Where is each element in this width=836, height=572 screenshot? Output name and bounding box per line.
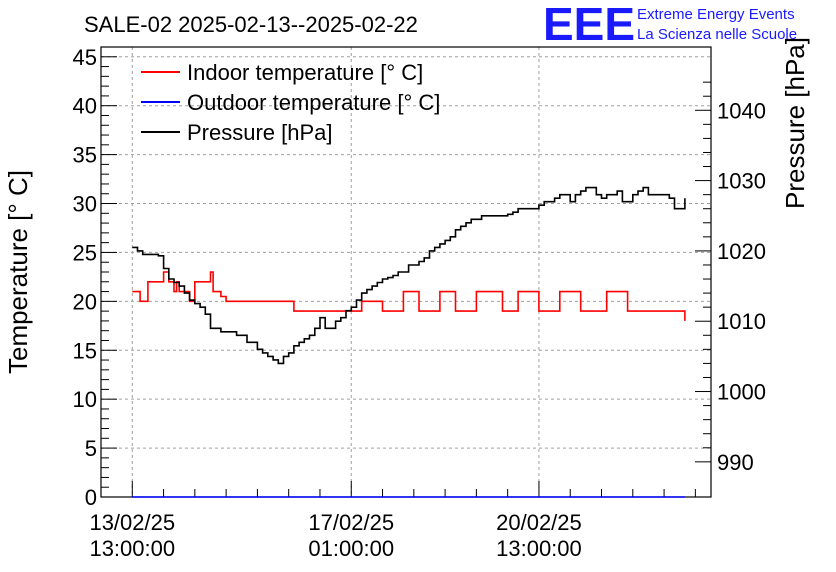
series-pressure [132,186,686,365]
legend-label-indoor: Indoor temperature [° C] [187,60,423,85]
series-indoor-temperature [132,271,686,321]
y-tick-label-left: 5 [85,436,97,461]
y-tick-label-left: 30 [73,192,97,217]
branding: EEE Extreme Energy Events La Scienza nel… [543,0,797,50]
x-axis: 13/02/2513:00:0017/02/2501:00:0020/02/25… [89,481,696,561]
series-layer [132,186,686,498]
y-tick-label-left: 45 [73,45,97,70]
left-axis: 0 5 10 15 20 25 30 35 40 45 [73,45,117,510]
legend-label-pressure: Pressure [hPa] [187,120,333,145]
x-tick-label-date: 20/02/25 [496,510,582,535]
brand-line-2: La Scienza nelle Scuole [637,26,797,43]
y-tick-label-left: 0 [85,485,97,510]
eee-logo: EEE [543,0,635,50]
x-tick-label-time: 13:00:00 [89,536,175,561]
right-axis: 990 1000 1010 1020 1030 1040 [695,81,766,475]
legend-label-outdoor: Outdoor temperature [° C] [187,90,440,115]
y-tick-label-left: 40 [73,94,97,119]
y-tick-label-left: 20 [73,289,97,314]
chart-title: SALE-02 2025-02-13--2025-02-22 [84,12,418,37]
y-tick-label-right: 1040 [717,98,766,123]
y-tick-label-right: 1030 [717,169,766,194]
brand-line-1: Extreme Energy Events [637,6,795,23]
y-tick-label-left: 15 [73,338,97,363]
y-tick-label-left: 35 [73,143,97,168]
x-tick-label-date: 13/02/25 [89,510,175,535]
grid [101,47,711,497]
y-tick-label-left: 25 [73,240,97,265]
x-tick-label-date: 17/02/25 [308,510,394,535]
y-axis-label-right: Pressure [hPa] [780,37,810,209]
y-axis-label-left: Temperature [° C] [3,170,33,374]
y-tick-label-left: 10 [73,387,97,412]
x-tick-label-time: 13:00:00 [496,536,582,561]
y-tick-label-right: 1000 [717,380,766,405]
y-tick-label-right: 1020 [717,239,766,264]
x-tick-label-time: 01:00:00 [308,536,394,561]
y-tick-label-right: 990 [717,450,754,475]
y-tick-label-right: 1010 [717,309,766,334]
legend: Indoor temperature [° C] Outdoor tempera… [141,60,440,145]
